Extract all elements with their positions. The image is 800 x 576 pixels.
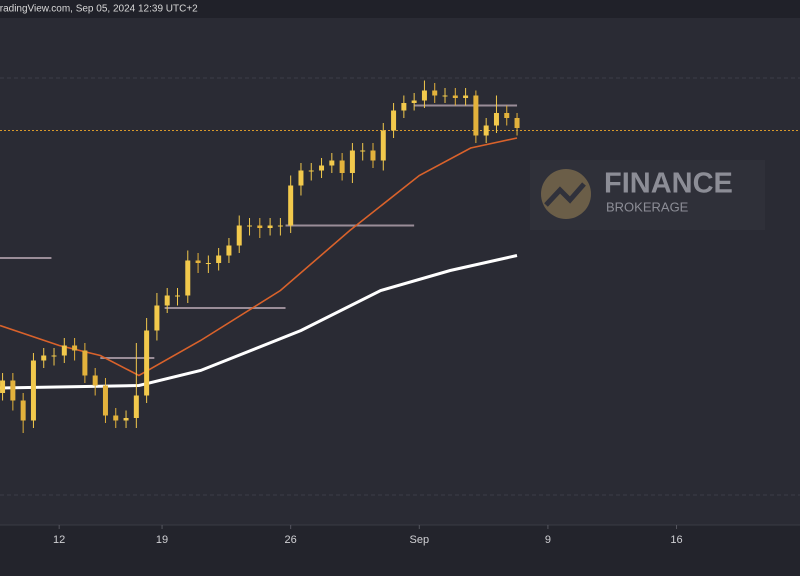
watermark-subtitle: BROKERAGE xyxy=(606,199,689,214)
x-tick-label: 9 xyxy=(545,534,551,546)
candle-body xyxy=(113,415,119,421)
candle-body xyxy=(411,100,417,103)
candle-body xyxy=(195,260,201,263)
candle-body xyxy=(92,375,98,386)
candle-body xyxy=(349,150,355,173)
x-tick-label: 12 xyxy=(53,534,65,546)
header-bar xyxy=(0,0,800,18)
candle-body xyxy=(442,95,448,97)
candle-body xyxy=(504,113,510,118)
watermark-title: FINANCE xyxy=(604,168,733,200)
candle-body xyxy=(72,345,78,351)
candle-body xyxy=(277,225,283,227)
candle-body xyxy=(463,95,469,98)
candle-body xyxy=(30,360,36,421)
candle-body xyxy=(20,400,26,421)
candle-body xyxy=(226,245,232,256)
candle-body xyxy=(401,103,407,111)
watermark-logo-arrow xyxy=(544,182,586,207)
candle-body xyxy=(133,395,139,418)
candle-body xyxy=(360,150,366,152)
candle-body xyxy=(247,225,253,227)
candle-body xyxy=(123,418,129,421)
candle-body xyxy=(329,160,335,166)
candle-body xyxy=(174,295,180,297)
x-axis-area xyxy=(0,525,800,576)
candle-body xyxy=(514,118,520,128)
candle-body xyxy=(391,110,397,131)
watermark: FINANCE BROKERAGE xyxy=(530,160,765,230)
candle-body xyxy=(380,130,386,161)
candle-body xyxy=(339,160,345,173)
candle-body xyxy=(164,295,170,306)
candle-body xyxy=(493,113,499,126)
ma-line xyxy=(0,254,518,390)
x-tick-label: 16 xyxy=(670,534,682,546)
candle-body xyxy=(483,125,489,136)
header-text: TradingView.com, Sep 05, 2024 12:39 UTC+… xyxy=(0,4,198,15)
candle-body xyxy=(257,225,263,228)
candle-body xyxy=(216,255,222,263)
candle-body xyxy=(51,355,57,357)
candle-body xyxy=(41,355,47,361)
candle-body xyxy=(154,305,160,331)
x-tick-label: 19 xyxy=(156,534,168,546)
candle-body xyxy=(185,260,191,296)
candle-body xyxy=(432,90,438,96)
candle-body xyxy=(288,185,294,226)
candle-body xyxy=(452,95,458,98)
candle-body xyxy=(370,150,376,161)
candle-body xyxy=(319,165,325,171)
candle-body xyxy=(236,225,242,246)
x-tick-label: 26 xyxy=(285,534,297,546)
ma-line xyxy=(0,137,518,377)
candle-body xyxy=(144,330,150,396)
candle-body xyxy=(10,380,16,401)
x-tick-label: Sep xyxy=(410,534,430,546)
candle-body xyxy=(421,90,427,101)
candle-body xyxy=(0,380,6,393)
candle-body xyxy=(82,350,88,376)
candle-body xyxy=(102,385,108,416)
candle-body xyxy=(308,170,314,172)
candle-body xyxy=(61,345,67,356)
candle-body xyxy=(205,263,211,264)
candle-body xyxy=(267,225,273,228)
candle-body xyxy=(298,170,304,186)
candle-body xyxy=(473,95,479,136)
